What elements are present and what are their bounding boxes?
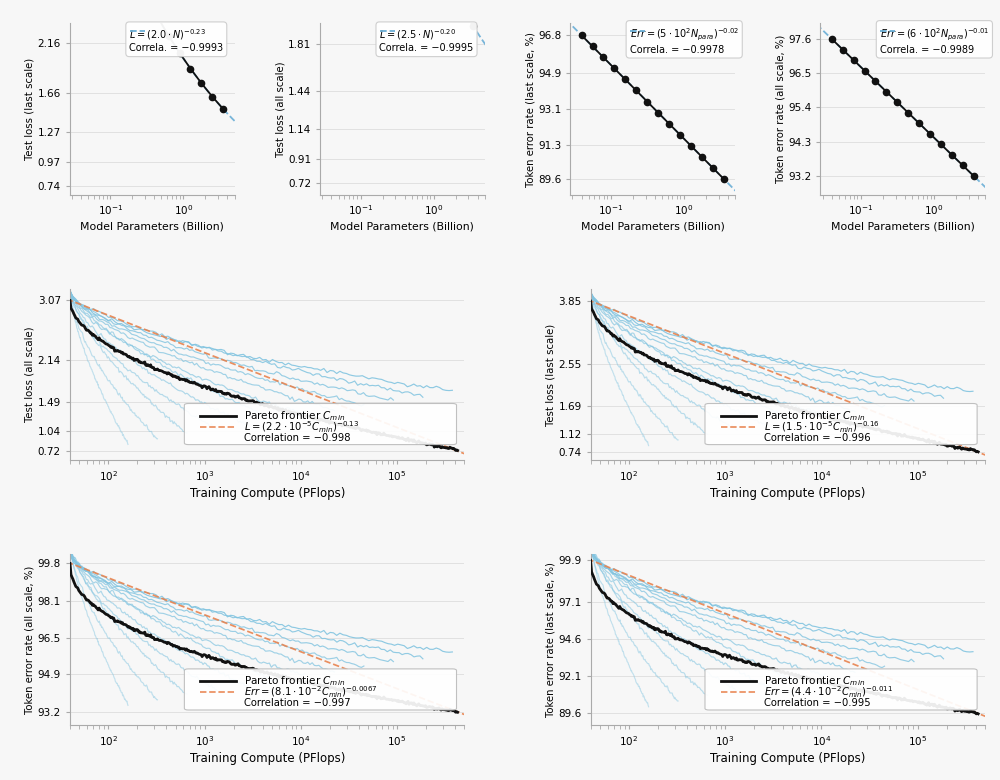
Text: Pareto frontier $C_{min}$: Pareto frontier $C_{min}$ [244, 409, 345, 423]
Y-axis label: Test loss (all scale): Test loss (all scale) [25, 327, 35, 422]
X-axis label: Training Compute (PFlops): Training Compute (PFlops) [710, 487, 865, 500]
Text: $L = (2.0 \cdot N)^{-0.23}$
Correla. = −0.9993: $L = (2.0 \cdot N)^{-0.23}$ Correla. = −… [129, 27, 223, 53]
X-axis label: Model Parameters (Billion): Model Parameters (Billion) [80, 222, 224, 232]
Text: Pareto frontier $C_{min}$: Pareto frontier $C_{min}$ [764, 409, 865, 423]
X-axis label: Training Compute (PFlops): Training Compute (PFlops) [190, 487, 345, 500]
FancyBboxPatch shape [184, 669, 457, 710]
FancyBboxPatch shape [184, 403, 457, 445]
Text: $Err = (5 \cdot 10^2 N_{para})^{-0.02}$
Correla. = −0.9978: $Err = (5 \cdot 10^2 N_{para})^{-0.02}$ … [630, 27, 739, 55]
Text: $L = (1.5 \cdot 10^{-5} C_{min})^{-0.16}$: $L = (1.5 \cdot 10^{-5} C_{min})^{-0.16}… [764, 420, 880, 434]
Y-axis label: Token error rate (all scale, %): Token error rate (all scale, %) [775, 35, 785, 183]
Y-axis label: Test loss (last scale): Test loss (last scale) [546, 323, 556, 426]
Text: Pareto frontier $C_{min}$: Pareto frontier $C_{min}$ [764, 674, 865, 688]
Text: Correlation = −0.998: Correlation = −0.998 [244, 433, 350, 442]
Text: Pareto frontier $C_{min}$: Pareto frontier $C_{min}$ [244, 674, 345, 688]
Text: $L = (2.2 \cdot 10^{-5} C_{min})^{-0.13}$: $L = (2.2 \cdot 10^{-5} C_{min})^{-0.13}… [244, 420, 359, 434]
Y-axis label: Token error rate (all scale, %): Token error rate (all scale, %) [25, 566, 35, 714]
Text: $Err = (4.4 \cdot 10^{-2} C_{min})^{-0.011}$: $Err = (4.4 \cdot 10^{-2} C_{min})^{-0.0… [764, 685, 893, 700]
Text: Correlation = −0.995: Correlation = −0.995 [764, 698, 871, 708]
Y-axis label: Token error rate (last scale, %): Token error rate (last scale, %) [546, 562, 556, 718]
X-axis label: Training Compute (PFlops): Training Compute (PFlops) [710, 753, 865, 765]
Text: $Err = (6 \cdot 10^2 N_{para})^{-0.01}$
Correla. = −0.9989: $Err = (6 \cdot 10^2 N_{para})^{-0.01}$ … [880, 27, 989, 55]
Text: $L = (2.5 \cdot N)^{-0.20}$
Correla. = −0.9995: $L = (2.5 \cdot N)^{-0.20}$ Correla. = −… [379, 27, 474, 53]
Y-axis label: Test loss (last scale): Test loss (last scale) [25, 58, 35, 160]
Text: Correlation = −0.997: Correlation = −0.997 [244, 698, 350, 708]
Text: Correlation = −0.996: Correlation = −0.996 [764, 433, 871, 442]
X-axis label: Model Parameters (Billion): Model Parameters (Billion) [831, 222, 975, 232]
Text: $Err = (8.1 \cdot 10^{-2} C_{min})^{-0.0067}$: $Err = (8.1 \cdot 10^{-2} C_{min})^{-0.0… [244, 685, 377, 700]
FancyBboxPatch shape [705, 403, 977, 445]
Y-axis label: Test loss (all scale): Test loss (all scale) [275, 61, 285, 157]
FancyBboxPatch shape [705, 669, 977, 710]
Y-axis label: Token error rate (last scale, %): Token error rate (last scale, %) [525, 31, 535, 186]
X-axis label: Model Parameters (Billion): Model Parameters (Billion) [330, 222, 474, 232]
X-axis label: Model Parameters (Billion): Model Parameters (Billion) [581, 222, 725, 232]
X-axis label: Training Compute (PFlops): Training Compute (PFlops) [190, 753, 345, 765]
